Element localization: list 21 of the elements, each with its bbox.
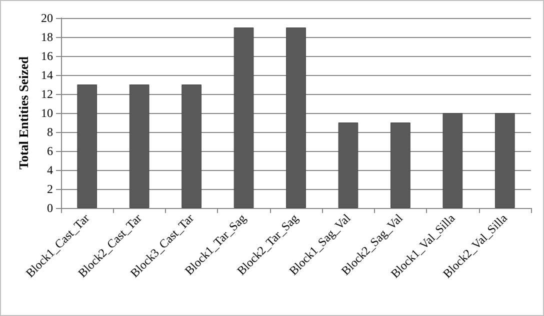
y-tick-label: 16: [41, 49, 53, 63]
y-tick-label: 14: [41, 68, 53, 82]
y-tick-label: 18: [41, 30, 53, 44]
y-axis-title: Total Entities Seized: [16, 56, 32, 170]
bar: [182, 84, 202, 208]
bar: [234, 28, 254, 208]
bar: [442, 113, 463, 208]
y-tick-label: 8: [47, 125, 53, 139]
y-tick-label: 12: [41, 87, 53, 101]
bar: [129, 84, 150, 208]
bar: [286, 28, 306, 208]
y-tick-label: 6: [47, 144, 53, 158]
y-tick-label: 2: [47, 182, 53, 196]
y-tick-label: 4: [47, 163, 53, 177]
bar: [390, 122, 410, 208]
bar: [77, 84, 98, 208]
bar: [338, 122, 358, 208]
y-tick-label: 10: [41, 106, 53, 120]
y-tick-label: 0: [47, 201, 53, 215]
bar: [494, 113, 515, 208]
y-tick-label: 20: [41, 11, 53, 25]
